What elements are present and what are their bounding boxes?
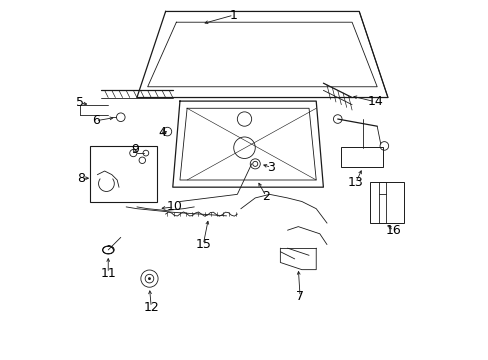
- Text: 11: 11: [100, 267, 116, 280]
- Text: 14: 14: [367, 95, 383, 108]
- Text: 8: 8: [77, 172, 85, 185]
- Text: 3: 3: [267, 161, 275, 174]
- Text: 13: 13: [347, 176, 363, 189]
- Text: 10: 10: [166, 201, 182, 213]
- Text: 2: 2: [262, 190, 269, 203]
- Text: 1: 1: [229, 9, 237, 22]
- Text: 5: 5: [75, 96, 83, 109]
- Text: 12: 12: [143, 301, 159, 314]
- Bar: [369, 182, 403, 223]
- Text: 4: 4: [158, 126, 165, 139]
- Circle shape: [148, 277, 151, 280]
- Text: 9: 9: [131, 143, 139, 156]
- Bar: [341, 147, 382, 167]
- Text: 16: 16: [385, 224, 400, 238]
- Text: 6: 6: [92, 114, 100, 127]
- Bar: [90, 146, 156, 202]
- Text: 15: 15: [195, 238, 211, 251]
- Text: 7: 7: [295, 290, 304, 303]
